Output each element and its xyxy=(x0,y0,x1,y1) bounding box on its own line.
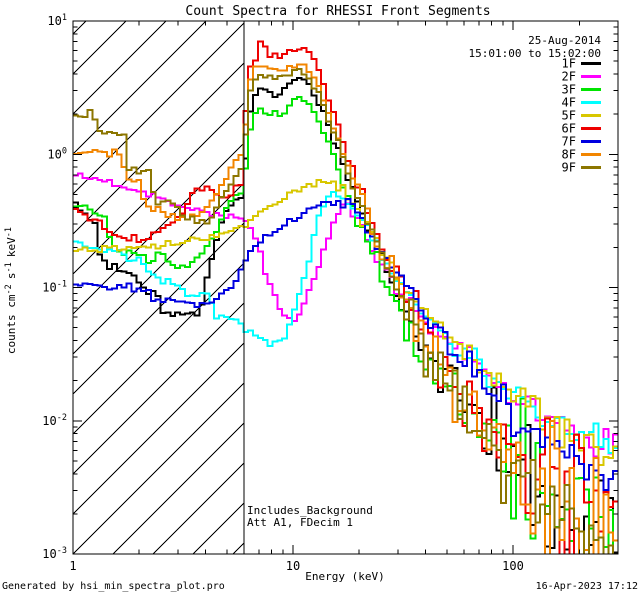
note-includes-background: Includes_Background xyxy=(247,504,373,517)
annotation-time-range: 15:01:00 to 15:02:00 xyxy=(469,47,601,60)
legend-label-5F: 5F xyxy=(562,109,576,123)
hatch-line xyxy=(73,342,244,515)
annotation-date: 25-Aug-2014 xyxy=(528,34,601,47)
legend-label-2F: 2F xyxy=(562,70,576,84)
legend-label-4F: 4F xyxy=(562,96,576,110)
y-tick-label: 101 xyxy=(47,13,67,28)
legend-label-7F: 7F xyxy=(562,135,576,149)
legend-item-7F: 7F xyxy=(562,135,601,149)
curve-8F xyxy=(73,63,618,554)
hatch-line xyxy=(112,422,244,554)
legend-label-3F: 3F xyxy=(562,83,576,97)
hatch-line xyxy=(152,462,244,554)
legend-item-5F: 5F xyxy=(562,109,601,123)
x-tick-label: 100 xyxy=(502,559,524,573)
legend-item-3F: 3F xyxy=(562,83,601,97)
hatch-line xyxy=(73,62,244,235)
y-tick-label: 100 xyxy=(47,146,67,161)
legend-item-2F: 2F xyxy=(562,70,601,84)
y-tick-label: 10-2 xyxy=(42,413,67,428)
legend-label-1F: 1F xyxy=(562,57,576,71)
legend-item-9F: 9F xyxy=(562,161,601,175)
y-tick-label: 10-1 xyxy=(42,280,67,295)
y-axis-label-text: counts cm-2 s-1 keV-1 xyxy=(4,222,18,354)
axis-tick-labels: 1 10 100 101 100 10-1 10-2 10-3 xyxy=(42,13,524,573)
legend-item-4F: 4F xyxy=(562,96,601,110)
hatch-line xyxy=(73,382,244,554)
hatch-line xyxy=(73,22,244,195)
footer-timestamp: 16-Apr-2023 17:12 xyxy=(536,581,638,592)
axis-ticks xyxy=(72,20,618,555)
x-tick-label: 10 xyxy=(286,559,300,573)
legend-item-1F: 1F xyxy=(562,57,601,71)
hatch-line xyxy=(73,21,167,115)
legend-item-8F: 8F xyxy=(562,148,601,162)
hatch-line xyxy=(73,262,244,435)
curve-7F xyxy=(73,198,618,491)
hatch-line xyxy=(73,142,244,315)
legend-label-9F: 9F xyxy=(562,161,576,175)
footer-generator: Generated by hsi_min_spectra_plot.pro xyxy=(2,581,225,592)
chart-title: Count Spectra for RHESSI Front Segments xyxy=(185,4,490,19)
curve-5F xyxy=(73,178,618,467)
legend-label-8F: 8F xyxy=(562,148,576,162)
x-tick-label: 1 xyxy=(69,559,76,573)
legend-label-6F: 6F xyxy=(562,122,576,136)
y-axis-label: counts cm-2 s-1 keV-1 xyxy=(4,222,18,354)
hatch-line xyxy=(73,102,244,275)
y-tick-label: 10-3 xyxy=(42,546,67,561)
x-axis-label: Energy (keV) xyxy=(305,570,384,583)
note-attenuator-state: Att A1, FDecim 1 xyxy=(247,516,353,529)
hatch-line xyxy=(73,302,244,475)
curve-6F xyxy=(73,40,618,554)
legend-item-6F: 6F xyxy=(562,122,601,136)
hatch-line xyxy=(73,21,207,155)
curve-9F xyxy=(73,68,615,554)
spectra-curves xyxy=(73,40,618,554)
